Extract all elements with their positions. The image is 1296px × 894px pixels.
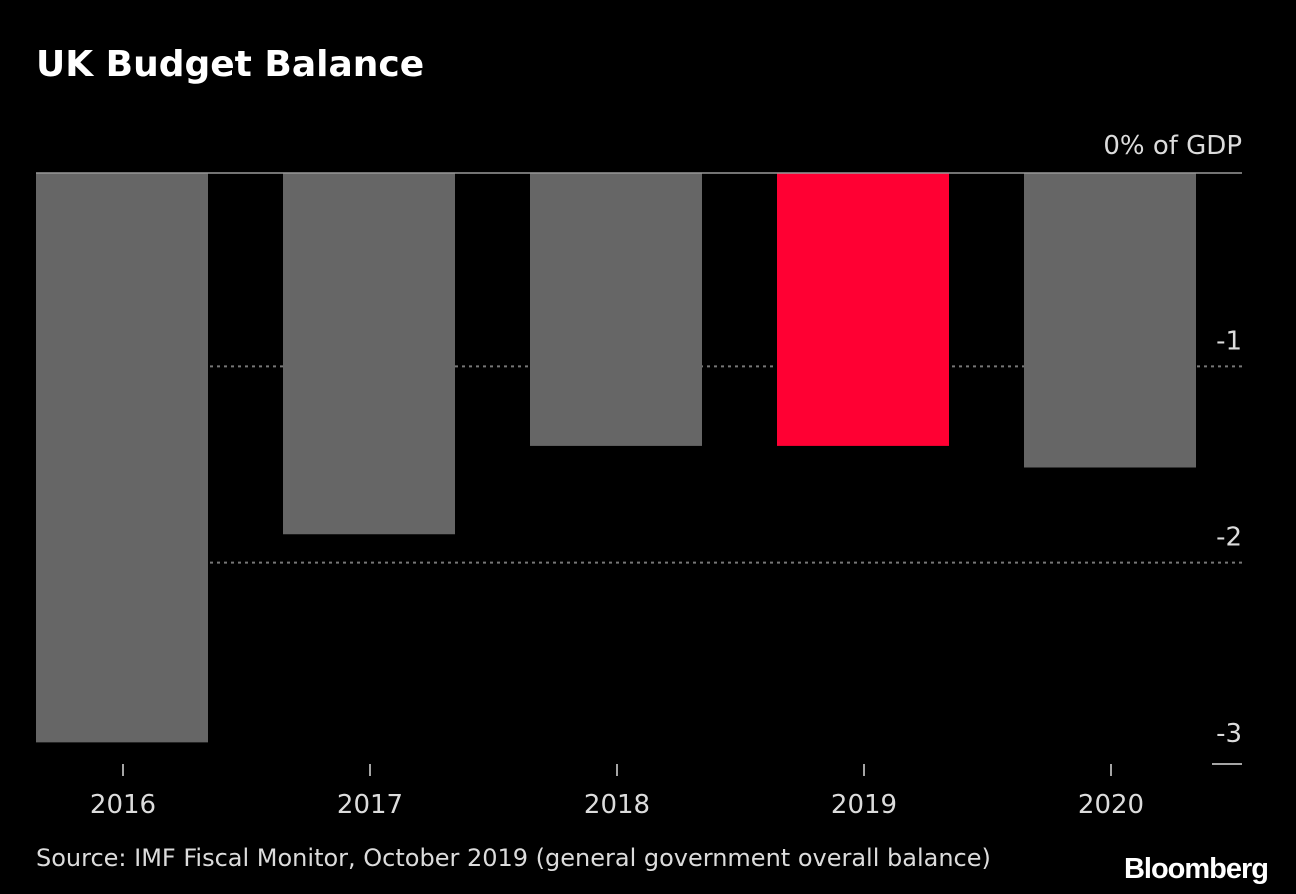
bloomberg-logo: Bloomberg (1124, 853, 1268, 885)
y-tick-label: -1 (1216, 326, 1242, 356)
x-axis-ticks: 2016 2017 2018 2019 2020 (90, 764, 1144, 820)
x-tick-label: 2018 (584, 790, 650, 820)
x-tick-label: 2017 (337, 790, 403, 820)
x-tick-label: 2016 (90, 790, 156, 820)
bar-2017 (283, 173, 455, 535)
bar-2018 (530, 173, 702, 446)
bar-2020 (1024, 173, 1196, 468)
y-axis-ticks: 0% of GDP -1 -2 -3 (1103, 131, 1242, 765)
x-tick-label: 2019 (831, 790, 897, 820)
bars (36, 173, 1196, 743)
source-note: Source: IMF Fiscal Monitor, October 2019… (36, 844, 991, 872)
y-tick-label: 0% of GDP (1103, 131, 1242, 161)
bar-2019 (777, 173, 949, 446)
chart-title: UK Budget Balance (36, 44, 424, 85)
bar-2016 (36, 173, 208, 743)
y-tick-label: -3 (1216, 719, 1242, 749)
y-tick-label: -2 (1216, 523, 1242, 553)
x-tick-label: 2020 (1078, 790, 1144, 820)
